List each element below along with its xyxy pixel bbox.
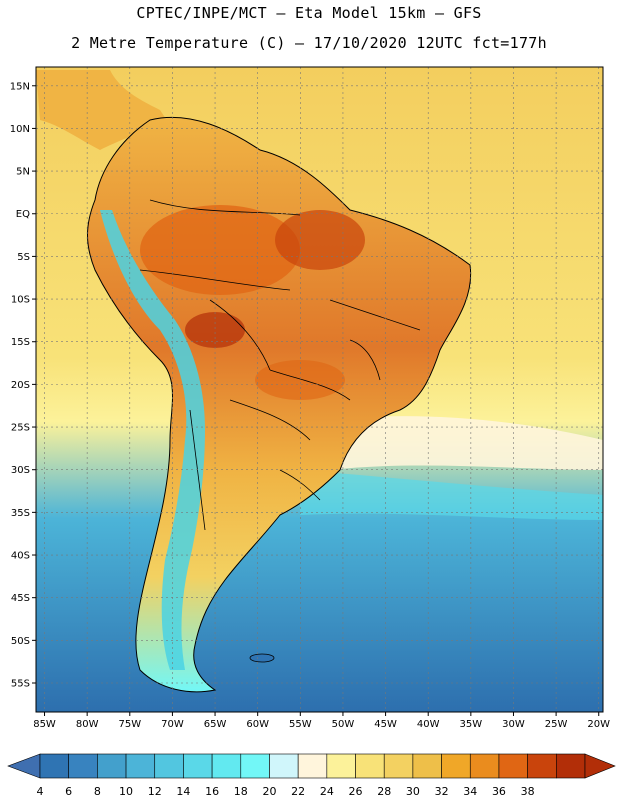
colorbar-label: 30 <box>406 785 420 798</box>
lat-label: 25S <box>11 423 30 434</box>
bolivia-hot-area <box>185 312 245 348</box>
colorbar-cell <box>355 753 385 779</box>
colorbar-cell <box>211 753 242 779</box>
lat-label: 40S <box>11 551 30 562</box>
cool-water-band <box>300 470 603 520</box>
lon-label: 35W <box>460 719 483 730</box>
lon-label: 70W <box>161 719 184 730</box>
lat-label: 15S <box>11 337 30 348</box>
lon-label: 20W <box>587 719 610 730</box>
colorbar-label: 18 <box>234 785 248 798</box>
lon-label: 30W <box>502 719 525 730</box>
colorbar-label: 6 <box>65 785 72 798</box>
lon-label: 60W <box>246 719 269 730</box>
colorbar-label: 4 <box>37 785 44 798</box>
colorbar-cell <box>383 753 414 779</box>
colorbar-cell <box>39 753 69 779</box>
colorbar-cell <box>556 753 586 779</box>
colorbar-label: 24 <box>320 785 334 798</box>
lon-label: 85W <box>33 719 56 730</box>
colorbar-low-arrow <box>7 753 41 779</box>
colorbar-label: 32 <box>435 785 449 798</box>
colorbar-cell <box>527 753 557 779</box>
colorbar-cell <box>68 753 98 779</box>
map-plot-area <box>36 67 603 712</box>
lat-label: 30S <box>11 465 30 476</box>
pantanal-hot-area <box>255 360 345 400</box>
colorbar-label: 34 <box>463 785 477 798</box>
lon-label: 25W <box>545 719 568 730</box>
lat-label: 5N <box>16 167 30 178</box>
lon-label: 80W <box>76 719 99 730</box>
colorbar-label: 22 <box>291 785 305 798</box>
lat-label: EQ <box>16 209 30 220</box>
lon-label: 45W <box>374 719 397 730</box>
colorbar-cell <box>183 753 213 779</box>
colorbar-label: 38 <box>521 785 535 798</box>
amazon-east-hot-area <box>275 210 365 270</box>
lat-label: 10N <box>10 124 30 135</box>
colorbar-cell <box>412 753 442 779</box>
colorbar-label: 14 <box>176 785 190 798</box>
colorbar-label: 36 <box>492 785 506 798</box>
andes-cold-strip <box>100 210 205 670</box>
lat-label: 5S <box>17 252 30 263</box>
lon-label: 50W <box>332 719 355 730</box>
colorbar-label: 10 <box>119 785 133 798</box>
axis-ticks <box>32 85 600 716</box>
lat-label: 50S <box>11 636 30 647</box>
colorbar-cell <box>297 753 328 779</box>
plot-frame <box>35 66 604 713</box>
colorbar-labels: 4 6 8 10 12 14 16 18 20 22 24 26 28 30 32 34 36 38 <box>37 785 535 798</box>
lat-label: 55S <box>11 678 30 689</box>
temperature-colorbar: 4 6 8 10 12 14 16 18 20 22 24 26 28 30 32 34 36 38 <box>7 753 616 798</box>
colorbar-label: 26 <box>349 785 363 798</box>
lat-label: 35S <box>11 508 30 519</box>
map-subtitle: 2 Metre Temperature (C) – 17/10/2020 12U… <box>71 34 547 52</box>
colorbar-cell <box>269 753 299 779</box>
lon-label: 40W <box>417 719 440 730</box>
colorbar-label: 28 <box>377 785 391 798</box>
colorbar-cells <box>39 753 586 779</box>
colorbar-label: 8 <box>94 785 101 798</box>
subtropical-warm-band <box>330 416 603 470</box>
lon-label: 55W <box>289 719 312 730</box>
colorbar-cell <box>498 753 528 779</box>
colorbar-label: 16 <box>205 785 219 798</box>
lat-label: 15N <box>10 81 30 92</box>
falkland-islands <box>249 653 275 663</box>
map-title: CPTEC/INPE/MCT – Eta Model 15km – GFS <box>136 4 482 22</box>
colorbar-label: 20 <box>262 785 276 798</box>
colorbar-cell <box>154 753 184 779</box>
colorbar-high-arrow <box>584 753 616 779</box>
lat-label: 20S <box>11 380 30 391</box>
amazon-hot-area <box>140 205 300 295</box>
longitude-labels: 85W 80W 75W 70W 65W 60W 55W 50W 45W 40W 35W 30W 25W 2… <box>33 719 610 730</box>
colorbar-cell <box>441 753 471 779</box>
colorbar-cell <box>326 753 356 779</box>
lon-label: 65W <box>204 719 227 730</box>
latitude-labels: 15N 10N 5N EQ 5S 10S 15S 20S 25S 30S 35S 40S 45S 50S 5… <box>10 81 30 689</box>
lon-label: 75W <box>118 719 141 730</box>
colorbar-cell <box>469 753 500 779</box>
colorbar-cell <box>97 753 127 779</box>
lat-label: 45S <box>11 593 30 604</box>
colorbar-cell <box>125 753 156 779</box>
colorbar-cell <box>240 753 270 779</box>
lat-label: 10S <box>11 295 30 306</box>
colorbar-label: 12 <box>148 785 162 798</box>
